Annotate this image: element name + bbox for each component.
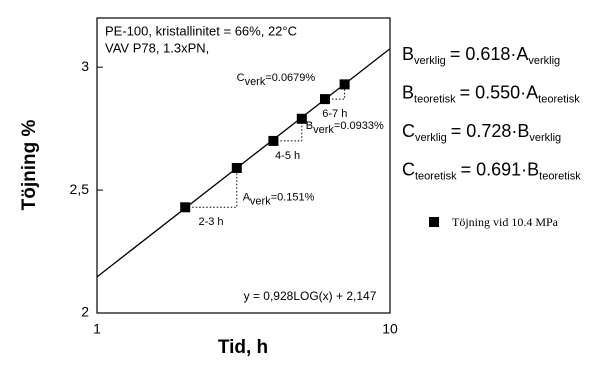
- step-diff-sub: verk: [250, 196, 271, 208]
- eq-rhs-sub: verklig: [529, 132, 561, 144]
- step-range: 2-3 h: [198, 216, 223, 228]
- equation: Cteoretisk = 0.691·Bteoretisk: [402, 159, 581, 182]
- subtitle: VAV P78, 1.3xPN,: [105, 40, 209, 55]
- step-diff-main: B: [306, 120, 313, 132]
- step-guide: [185, 167, 238, 208]
- step-diff-sub: verk: [313, 124, 334, 136]
- step-diff-rest: =0.151%: [271, 192, 315, 204]
- x-axis-label: Tid, h: [218, 337, 268, 358]
- legend-label: Töjning vid 10.4 MPa: [452, 215, 559, 229]
- eq-lhs: B: [402, 82, 414, 102]
- step-guide: [273, 118, 303, 142]
- eq-lhs-sub: verklig: [415, 132, 447, 144]
- eq-rhs: = 0.691·B: [461, 159, 540, 179]
- eq-lhs-sub: verklig: [414, 55, 446, 67]
- y-axis-label: Töjning %: [19, 120, 40, 211]
- equation: Bteoretisk = 0.550·Ateoretisk: [402, 82, 580, 105]
- step-diff-rest: =0.0679%: [265, 72, 315, 84]
- step-range: 4-5 h: [275, 150, 300, 162]
- subtitle: PE-100, kristallinitet = 66%, 22°C: [105, 23, 297, 38]
- step-diff: Cverk=0.0679%: [237, 72, 316, 88]
- plot-frame: [96, 17, 391, 314]
- trendline-equation: y = 0,928LOG(x) + 2,147: [244, 289, 377, 303]
- equation: Cverklig = 0.728·Bverklig: [402, 121, 561, 144]
- eq-rhs: = 0.728·B: [451, 121, 530, 141]
- point: [180, 202, 191, 213]
- point: [231, 162, 242, 173]
- step-diff-sub: verk: [245, 76, 266, 88]
- eq-lhs: C: [402, 159, 415, 179]
- step-diff: Bverk=0.0933%: [306, 120, 384, 136]
- eq-rhs-sub: teoretisk: [539, 170, 581, 182]
- x-tick-label: 10: [382, 321, 398, 337]
- step-diff: Averk=0.151%: [243, 192, 315, 208]
- legend-marker: [429, 217, 439, 227]
- y-tick-label: 2,5: [70, 181, 90, 197]
- eq-rhs: = 0.550·A: [460, 82, 539, 102]
- eq-rhs-sub: verklig: [528, 55, 560, 67]
- point: [296, 113, 307, 124]
- eq-rhs: = 0.618·A: [450, 44, 529, 64]
- eq-rhs-sub: teoretisk: [538, 93, 580, 105]
- point: [339, 79, 350, 90]
- step-range: 6-7 h: [322, 108, 347, 120]
- step-diff-main: A: [243, 192, 251, 204]
- eq-lhs-sub: teoretisk: [414, 93, 456, 105]
- eq-lhs: B: [402, 44, 414, 64]
- eq-lhs-sub: teoretisk: [415, 170, 457, 182]
- step-diff-main: C: [237, 72, 245, 84]
- y-tick-label: 3: [81, 58, 89, 74]
- point: [268, 135, 279, 146]
- equation: Bverklig = 0.618·Averklig: [402, 44, 560, 67]
- step-diff-rest: =0.0933%: [334, 120, 384, 132]
- y-tick-label: 2: [81, 304, 89, 320]
- x-tick-label: 1: [93, 321, 101, 337]
- eq-lhs: C: [402, 121, 415, 141]
- point: [319, 94, 330, 105]
